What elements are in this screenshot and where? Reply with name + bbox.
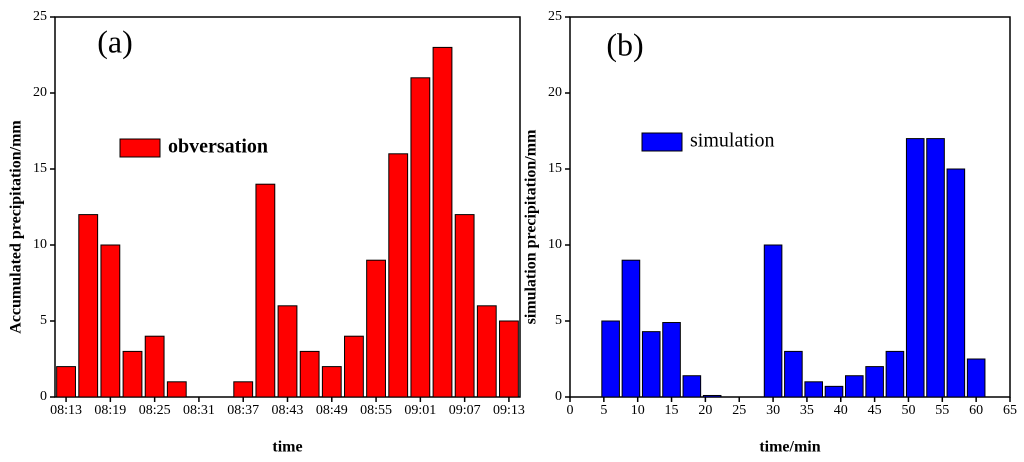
x-tick-label: 65 [1003, 403, 1017, 418]
bar [100, 244, 121, 398]
x-axis-label: time/min [759, 439, 820, 456]
y-tick-label: 25 [33, 9, 47, 24]
bar [299, 350, 320, 398]
bar [432, 46, 453, 398]
bar [621, 259, 641, 398]
y-axis-label: Accumulated precipitation/mm [8, 120, 25, 334]
legend-label: simulation [690, 130, 774, 152]
bar [56, 366, 76, 398]
x-tick-label: 09:13 [493, 403, 525, 418]
x-tick-label: 15 [665, 403, 679, 418]
bar [824, 385, 844, 398]
bar [641, 331, 661, 398]
bar [476, 305, 497, 398]
bar [122, 350, 143, 398]
bar [166, 381, 187, 398]
y-axis-label: simulation precipitation/mm [523, 129, 540, 324]
x-tick-label: 08:31 [183, 403, 215, 418]
bar [78, 214, 99, 398]
x-tick-label: 5 [600, 403, 607, 418]
bar [321, 366, 342, 398]
x-tick-label: 60 [969, 403, 983, 418]
bar [804, 381, 823, 398]
legend-swatch [119, 138, 161, 158]
x-tick-label: 10 [631, 403, 645, 418]
y-tick-label: 0 [555, 389, 562, 404]
legend-swatch [641, 132, 683, 152]
y-tick-label: 20 [33, 85, 47, 100]
bar [926, 138, 945, 398]
bar [885, 350, 905, 398]
x-tick-label: 08:19 [94, 403, 126, 418]
y-tick-label: 10 [548, 237, 562, 252]
x-tick-label: 45 [868, 403, 882, 418]
x-tick-label: 08:49 [316, 403, 348, 418]
x-tick-label: 20 [698, 403, 712, 418]
y-tick-label: 5 [40, 313, 47, 328]
y-tick-label: 20 [548, 85, 562, 100]
bar [784, 350, 803, 398]
x-axis-label: time [272, 439, 302, 456]
bar [865, 366, 884, 398]
legend-label: obversation [168, 136, 268, 158]
y-tick-label: 0 [40, 389, 47, 404]
x-tick-label: 35 [800, 403, 814, 418]
y-tick-label: 10 [33, 237, 47, 252]
bar [366, 259, 386, 398]
annotation: (b) [606, 26, 643, 62]
annotation: (a) [97, 23, 133, 59]
bar [763, 244, 783, 398]
x-tick-label: 25 [732, 403, 746, 418]
bar [388, 153, 409, 398]
bar [499, 320, 519, 398]
y-tick-label: 25 [548, 9, 562, 24]
x-tick-label: 55 [935, 403, 949, 418]
x-tick-label: 50 [901, 403, 915, 418]
x-tick-label: 08:55 [360, 403, 392, 418]
bar [454, 214, 475, 398]
bar [277, 305, 298, 398]
bar [845, 375, 864, 398]
x-tick-label: 09:01 [404, 403, 436, 418]
y-tick-label: 15 [33, 161, 47, 176]
bar [946, 168, 966, 398]
bar [410, 77, 431, 398]
x-tick-label: 0 [567, 403, 574, 418]
bar [344, 335, 364, 398]
bar [966, 358, 986, 398]
bar [702, 394, 722, 398]
bar [233, 381, 254, 398]
bar [255, 183, 276, 398]
bar [144, 335, 165, 398]
bar [601, 320, 620, 398]
bar [905, 138, 925, 398]
x-tick-label: 08:25 [139, 403, 171, 418]
x-tick-label: 09:07 [449, 403, 481, 418]
bar [662, 322, 681, 398]
y-tick-label: 5 [555, 313, 562, 328]
x-tick-label: 30 [766, 403, 780, 418]
bar [682, 375, 702, 398]
x-tick-label: 08:37 [227, 403, 259, 418]
x-tick-label: 40 [834, 403, 848, 418]
x-tick-label: 08:13 [50, 403, 82, 418]
x-tick-label: 08:43 [272, 403, 304, 418]
y-tick-label: 15 [548, 161, 562, 176]
